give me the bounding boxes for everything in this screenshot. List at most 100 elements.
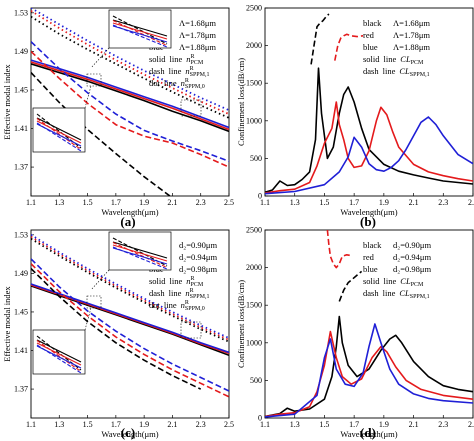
x-axis-label: Wavelength(μm) [340,429,397,439]
inset-line-dash [112,246,168,270]
series-group [31,234,229,398]
y-axis-label: Effective modal index [2,64,12,140]
x-tick-label: 1.3 [290,198,300,207]
legend-style-sup: R [185,78,189,84]
inset-line-dash [36,118,82,150]
zoom-box [86,295,102,309]
series-line-dash [31,268,202,390]
series-line-dash [31,263,229,398]
y-tick-label: 1.41 [14,124,28,133]
inset-top [108,231,172,271]
zoom-box [180,99,202,117]
legend-style-word: line [170,276,183,286]
inset-line-solid [36,117,82,141]
y-tick-label: 1000 [246,116,262,125]
x-tick-label: 2.3 [196,198,206,207]
legend-style-word: line [384,54,397,64]
legend-style-entry: dot line nR SPPM,0 [149,78,205,90]
inset-line-solid [36,342,82,366]
x-tick-label: 1.1 [26,198,36,207]
series-line-dot [31,15,229,119]
x-tick-label: 1.1 [26,420,36,429]
legend-entry-label: Λ=1.88μm [393,42,430,52]
series-line-dash [31,41,229,163]
legend-style-sup: R [191,54,195,60]
legend-style-term: CL [399,66,410,76]
x-tick-label: 2.5 [224,198,234,207]
series-line-dash [334,33,364,61]
panel-d: 1.1 1.3 1.5 1.7 1.9 2.1 2.3 2.5 0 500 1000 1500 2000… [236,226,474,441]
legend-style-sub: PCM [411,282,424,288]
legend-style-sub: SPPM,0 [185,306,205,312]
y-tick-label: 1000 [246,338,262,347]
zoom-box [86,73,102,87]
x-tick-label: 2.5 [224,420,234,429]
legend-style-word: line [164,78,177,88]
x-tick-label: 2.3 [196,420,206,429]
x-axis-label: Wavelength(μm) [101,429,158,439]
series-line-solid [31,61,229,131]
x-tick-label: 1.7 [349,198,359,207]
legend-color-name: black [363,18,382,28]
legend-style-sub: PCM [191,60,204,66]
x-tick-label: 1.5 [83,420,93,429]
legend-style-sub: SPPM,1 [190,294,210,300]
series-line-dot [31,8,229,112]
x-tick-label: 2.1 [167,420,177,429]
inset-line-dash [112,24,168,48]
legend-style-sup: R [190,66,194,72]
legend-style-term: CL [400,54,411,64]
series-line-solid [265,101,473,194]
x-tick-label: 1.5 [83,198,93,207]
legend-style-prefix: dot [149,300,161,310]
plot-frame [30,229,230,419]
legend-entry-label: d₂=0.98μm [393,264,431,274]
x-tick-label: 1.1 [260,198,270,207]
legend-style-prefix: dash [363,66,379,76]
y-tick-label: 0 [258,192,262,201]
zoom-box [180,321,202,339]
legend-style-sub: SPPM,1 [190,72,210,78]
x-tick-label: 1.3 [54,198,64,207]
inset-group [32,231,202,375]
series-line-solid [265,116,473,195]
y-tick-label: 1.37 [14,163,28,172]
legend-style-word: line [384,276,397,286]
series-group [265,13,473,195]
inset-connector [90,269,110,291]
y-tick-label: 1.45 [14,85,28,94]
legend-color-name: red [363,252,375,262]
x-tick-label: 1.5 [319,198,329,207]
y-tick-label: 1.45 [14,307,28,316]
inset-line-solid [112,22,168,40]
series-line-dash [31,258,229,392]
inset-line-dash [36,122,82,152]
legend-entry-label: d₂=0.94μm [179,252,217,262]
legend-color-name: black [363,240,382,250]
legend-style-entry: solid line CLPCM [363,54,424,66]
legend-style-entry: dash line nR SPPM,1 [149,66,209,78]
inset-line-dash [36,344,82,374]
legend-style-word: line [383,288,396,298]
x-tick-label: 1.7 [111,198,121,207]
legend-style-term: n [185,66,189,76]
legend-style-prefix: solid [363,276,380,286]
legend-style-sup: R [190,288,194,294]
x-axis-label: Wavelength(μm) [101,207,158,217]
legend-style-sup: R [185,300,189,306]
x-axis-label: Wavelength(μm) [340,207,397,217]
y-tick-label: 1.49 [14,269,28,278]
panel-b: 1.1 1.3 1.5 1.7 1.9 2.1 2.3 2.5 0 500 1000 1500 2000… [236,4,474,230]
y-tick-label: 500 [250,376,262,385]
legend-style-term: CL [400,276,411,286]
inset-line-dash [112,20,168,46]
inset-line-solid [112,19,168,37]
series-group [265,230,473,418]
legend-style-term: n [186,276,190,286]
y-axis-label: Effective modal index [2,286,12,362]
series-line-dot [31,237,229,343]
inset-line-solid [36,120,82,144]
inset-connector [90,47,110,69]
legend-style-prefix: dash [363,288,379,298]
